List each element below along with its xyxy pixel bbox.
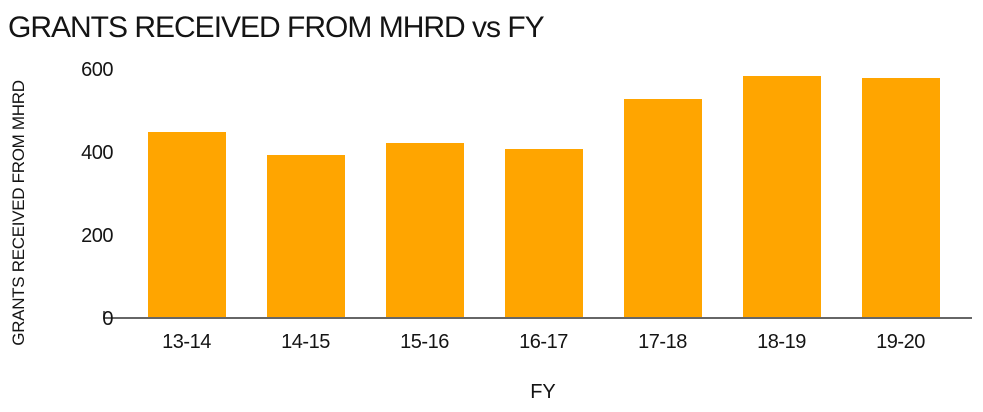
x-tick-16-17: 16-17 xyxy=(519,331,568,353)
bar-16-17 xyxy=(504,149,583,317)
x-tick-13-14: 13-14 xyxy=(162,331,211,353)
bar-13-14 xyxy=(147,132,226,317)
bar-17-18 xyxy=(623,99,702,317)
bar-15-16 xyxy=(385,143,464,317)
bar-18-19 xyxy=(742,76,821,317)
y-tick-0: 0 xyxy=(102,308,113,330)
x-axis-title: FY xyxy=(530,381,556,403)
plot-area xyxy=(103,70,972,319)
x-tick-18-19: 18-19 xyxy=(757,331,806,353)
chart-title: GRANTS RECEIVED FROM MHRD vs FY xyxy=(8,11,545,44)
y-axis-zero-tick xyxy=(103,311,105,319)
bar-19-20 xyxy=(861,78,940,317)
x-tick-14-15: 14-15 xyxy=(281,331,330,353)
x-tick-15-16: 15-16 xyxy=(400,331,449,353)
y-tick-400: 400 xyxy=(81,142,113,164)
x-tick-17-18: 17-18 xyxy=(638,331,687,353)
bar-14-15 xyxy=(266,155,345,317)
y-tick-200: 200 xyxy=(81,225,113,247)
y-tick-600: 600 xyxy=(81,59,113,81)
x-tick-19-20: 19-20 xyxy=(876,331,925,353)
y-axis-title: GRANTS RECEIVED FROM MHRD xyxy=(9,80,28,346)
